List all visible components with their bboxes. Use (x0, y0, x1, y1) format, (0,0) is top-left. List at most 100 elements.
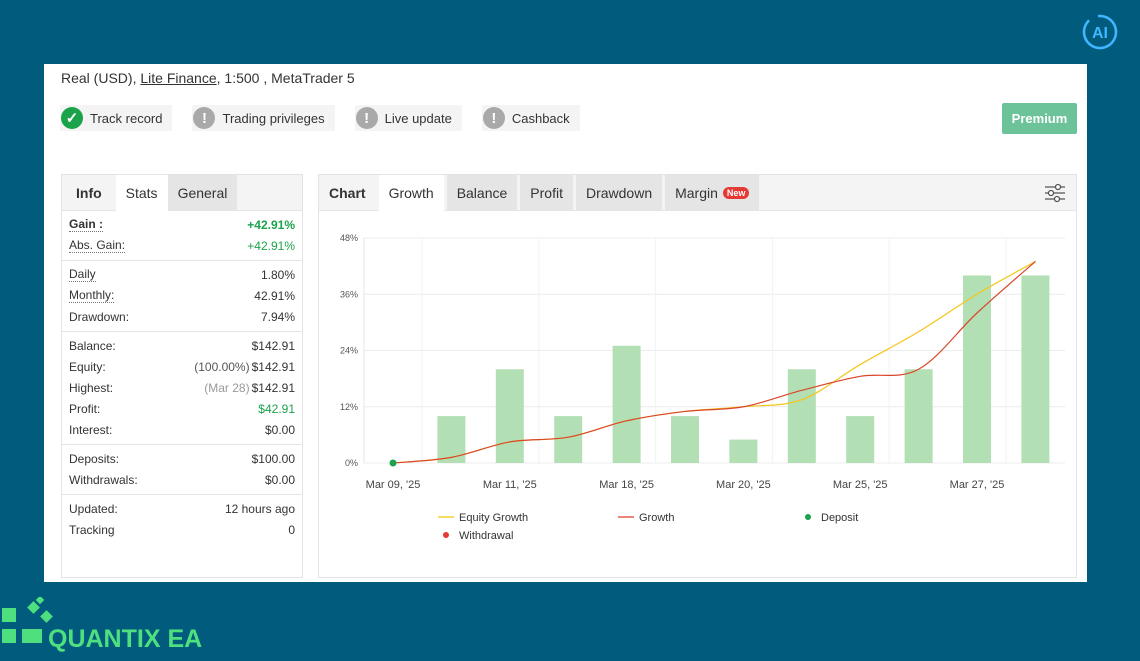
bar (437, 416, 466, 463)
settings-sliders-icon[interactable] (1044, 183, 1066, 203)
rates-group: Daily 1.80% Monthly: 42.91% Drawdown: 7.… (62, 261, 302, 332)
x-tick-label: Mar 11, '25 (483, 479, 537, 491)
x-tick-label: Mar 25, '25 (833, 479, 888, 491)
drawdown-label: Drawdown: (69, 309, 130, 324)
chart-bars (437, 275, 1050, 463)
y-tick-label: 36% (340, 289, 358, 299)
brand-logo: QUANTIX EA (2, 597, 202, 653)
stat-row-drawdown: Drawdown: 7.94% (69, 306, 295, 327)
tab-chart[interactable]: Chart (329, 185, 366, 201)
svg-text:AI: AI (1092, 25, 1108, 42)
stat-row-daily: Daily 1.80% (69, 264, 295, 285)
y-tick-label: 12% (340, 402, 358, 412)
bar (1021, 275, 1050, 463)
tab-balance[interactable]: Balance (446, 175, 518, 211)
exclamation-circle-icon: ! (482, 107, 505, 129)
interest-label: Interest: (69, 422, 113, 437)
new-badge: New (722, 187, 750, 199)
badge-label: Track record (90, 110, 163, 126)
daily-label[interactable]: Daily (69, 266, 96, 282)
stat-row-abs-gain: Abs. Gain: +42.91% (69, 235, 295, 256)
bar (671, 416, 699, 463)
stats-tabs: Info Stats General (62, 175, 302, 211)
stat-row-highest: Highest: (Mar 28) $142.91 (69, 377, 295, 398)
premium-button[interactable]: Premium (1002, 103, 1077, 134)
legend-withdrawal-swatch (443, 532, 449, 538)
badge-track-record[interactable]: ✓ Track record (60, 105, 173, 131)
balance-label: Balance: (69, 338, 116, 353)
gain-value: +42.91% (247, 217, 295, 232)
highest-value-wrap: (Mar 28) $142.91 (204, 381, 295, 395)
withdrawals-label: Withdrawals: (69, 472, 138, 487)
bar (963, 275, 991, 463)
tab-info[interactable]: Info (76, 185, 102, 201)
equity-percent: (100.00%) (194, 359, 250, 374)
x-tick-label: Mar 27, '25 (950, 479, 1005, 491)
stats-panel: Info Stats General Gain : +42.91% Abs. G… (61, 174, 303, 578)
legend-deposit-swatch (805, 514, 811, 520)
highest-value: $142.91 (251, 380, 295, 395)
daily-value: 1.80% (260, 267, 295, 282)
stat-row-interest: Interest: $0.00 (69, 419, 295, 440)
badge-live-update[interactable]: ! Live update (354, 105, 462, 131)
tab-general[interactable]: General (167, 175, 238, 211)
bar (612, 345, 641, 463)
broker-link[interactable]: Lite Finance (140, 70, 217, 86)
pixel-squares-icon (2, 597, 53, 643)
legend-deposit-label: Deposit (821, 512, 858, 524)
chart-legend: Equity Growth Growth Deposit Withdrawal (438, 512, 858, 542)
ai-circle-icon: AI (1082, 14, 1118, 50)
abs-gain-label[interactable]: Abs. Gain: (69, 237, 126, 253)
monthly-label[interactable]: Monthly: (69, 287, 115, 303)
stat-row-gain: Gain : +42.91% (69, 214, 295, 235)
tab-drawdown[interactable]: Drawdown (575, 175, 663, 211)
deposits-value: $100.00 (251, 451, 295, 466)
equity-growth-line (392, 260, 1036, 464)
chart-y-ticks: 0% 12% 24% 36% 48% (340, 233, 358, 468)
balance-value: $142.91 (251, 338, 295, 353)
bar (554, 416, 583, 463)
stat-row-withdrawals: Withdrawals: $0.00 (69, 469, 295, 490)
legend-growth-label: Growth (639, 512, 674, 524)
chart-tabs: Chart Growth Balance Profit Drawdown Mar… (319, 175, 1076, 211)
profit-value: $42.91 (258, 401, 295, 416)
meta-group: Updated: 12 hours ago Tracking 0 (62, 495, 302, 544)
withdrawals-value: $0.00 (264, 472, 295, 487)
stat-row-balance: Balance: $142.91 (69, 335, 295, 356)
highest-label: Highest: (69, 380, 114, 395)
equity-label: Equity: (69, 359, 106, 374)
tracking-value: 0 (288, 522, 295, 537)
x-tick-label: Mar 18, '25 (599, 479, 654, 491)
badge-label: Cashback (511, 110, 570, 126)
tab-margin-label: Margin (675, 185, 718, 201)
transfers-group: Deposits: $100.00 Withdrawals: $0.00 (62, 445, 302, 495)
growth-line (392, 260, 1036, 464)
tab-growth[interactable]: Growth (378, 175, 444, 211)
legend-withdrawal-label: Withdrawal (459, 530, 513, 542)
gain-label[interactable]: Gain : (69, 216, 104, 232)
stat-row-equity: Equity: (100.00%) $142.91 (69, 356, 295, 377)
badge-trading-privileges[interactable]: ! Trading privileges (192, 105, 335, 131)
drawdown-value: 7.94% (260, 309, 295, 324)
account-details: , 1:500 , MetaTrader 5 (216, 70, 355, 86)
equity-value-wrap: (100.00%) $142.91 (194, 360, 295, 374)
badge-cashback[interactable]: ! Cashback (481, 105, 580, 131)
chart-grid (363, 237, 1065, 464)
chart-points (389, 459, 397, 467)
tab-margin[interactable]: Margin New (665, 175, 760, 211)
profit-label: Profit: (69, 401, 101, 416)
account-info-line: Real (USD), Lite Finance, 1:500 , MetaTr… (61, 70, 355, 86)
badge-label: Trading privileges (222, 110, 325, 126)
account-type: Real (USD), (61, 70, 137, 86)
x-tick-label: Mar 09, '25 (366, 479, 421, 491)
tab-profit[interactable]: Profit (520, 175, 573, 211)
updated-value: 12 hours ago (224, 501, 295, 516)
legend-equity-growth-label: Equity Growth (459, 512, 528, 524)
y-tick-label: 48% (340, 233, 358, 243)
tab-stats[interactable]: Stats (115, 175, 168, 211)
tracking-label: Tracking (69, 522, 115, 537)
highest-date: (Mar 28) (204, 380, 250, 395)
chart-panel: Chart Growth Balance Profit Drawdown Mar… (318, 174, 1077, 578)
chart-lines (392, 260, 1036, 464)
interest-value: $0.00 (264, 422, 295, 437)
